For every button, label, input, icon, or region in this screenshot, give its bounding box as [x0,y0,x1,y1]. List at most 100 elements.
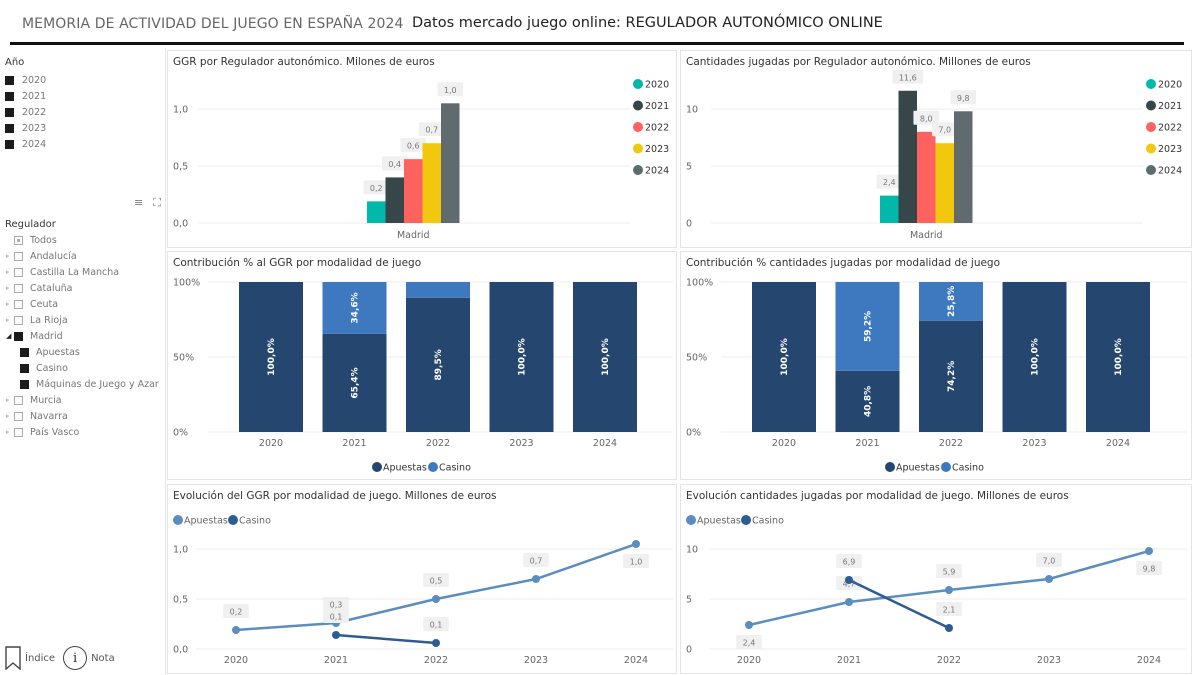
point-apuestas [1045,575,1053,583]
data-label: 2,4 [883,178,896,187]
evol-jugadas-chart[interactable]: Evolución cantidades jugadas por modalid… [680,484,1192,674]
segment-label: 100,0% [1031,338,1041,376]
footer-links: Índice i Nota [5,646,115,670]
data-label-bg [836,554,862,568]
expand-icon[interactable]: ▸ [6,252,10,260]
bar-segment-apuestas [239,282,303,432]
regulator-option-casino[interactable]: Casino [6,360,159,376]
y-tick-label: 0,5 [173,162,188,173]
page-title: Datos mercado juego online: REGULADOR AU… [412,15,883,31]
data-label: 0,1 [430,621,443,630]
regulator-option-navarra[interactable]: ▸ Navarra [6,408,159,424]
expand-icon[interactable]: ▸ [6,396,10,404]
expand-icon[interactable]: ▸ [6,412,10,420]
regulator-slicer-title: Regulador [5,219,56,230]
jugadas-regulador-chart[interactable]: Cantidades jugadas por Regulador autonóm… [680,50,1192,248]
point-apuestas [945,586,953,594]
point-apuestas [845,598,853,606]
x-tick-label: 2020 [259,438,283,449]
bookmark-icon[interactable] [5,646,21,670]
y-tick-label: 1,0 [173,545,188,556]
data-label: 0,6 [407,142,420,151]
filter-icon[interactable]: ≡ [134,196,144,209]
contrib-ggr-chart[interactable]: Contribución % al GGR por modalidad de j… [167,251,677,480]
regulator-option-país-vasco[interactable]: ▸ País Vasco [6,424,159,440]
checkbox-checked-icon [20,379,29,389]
data-label-bg [736,635,762,649]
data-label: 5,9 [943,568,956,577]
x-tick-label: 2022 [937,655,961,666]
y-tick-label: 0,0 [173,645,188,656]
x-tick-label: 2024 [1106,438,1130,449]
expand-icon[interactable]: ▸ [6,428,10,436]
data-label-bg [523,553,549,567]
bar-segment-casino [919,282,983,321]
year-option-2024[interactable]: 2024 [5,136,46,152]
regulator-option-andalucía[interactable]: ▸ Andalucía [6,248,159,264]
data-label: 6,9 [843,558,856,567]
bar-2020 [880,195,899,223]
x-tick-label: 2022 [939,438,963,449]
data-label: 0,7 [530,557,543,566]
bar-2024 [441,103,460,223]
expand-icon[interactable]: ▸ [6,268,10,276]
data-label-bg [1036,553,1062,567]
data-label: 7,0 [1043,557,1056,566]
point-apuestas [532,575,540,583]
bar-segment-apuestas [919,320,983,432]
data-label: 0,4 [388,160,401,169]
data-label-bg [423,617,449,631]
expand-icon[interactable]: ▸ [6,300,10,308]
point-apuestas [745,621,753,629]
regulator-option-apuestas[interactable]: Apuestas [6,344,159,360]
y-tick-label: 0% [173,428,188,439]
point-casino [845,576,853,584]
legend-marker-2021 [633,100,643,111]
data-label-bg [423,573,449,587]
legend-marker-2022 [633,122,643,132]
regulator-option-todos[interactable]: Todos [6,232,159,248]
note-link[interactable]: Nota [91,652,115,664]
y-tick-label: 0 [686,219,692,230]
bar-2022 [404,159,423,223]
regulator-label: Castilla La Mancha [30,266,120,278]
legend-label: Apuestas [896,463,940,474]
year-option-2022[interactable]: 2022 [5,104,46,120]
index-link[interactable]: Índice [25,652,56,664]
checkbox-empty-icon [14,299,23,309]
regulator-option-madrid[interactable]: ◢ Madrid [6,328,159,344]
x-tick-label: 2023 [1037,655,1061,666]
info-icon[interactable]: i [63,646,88,670]
chart-title: Contribución % cantidades jugadas por mo… [686,257,1001,269]
regulator-option-ceuta[interactable]: ▸ Ceuta [6,296,159,312]
expand-icon[interactable]: ▸ [6,316,10,324]
filter-sidebar: Año 2020 2021 2022 2023 2024 ≡ ⛶ Regulad… [0,48,166,675]
year-option-2021[interactable]: 2021 [5,88,46,104]
report-title: MEMORIA DE ACTIVIDAD DEL JUEGO EN ESPAÑA… [22,16,404,32]
legend-label: Casino [239,516,271,527]
legend-label: 2021 [645,101,669,112]
year-option-2023[interactable]: 2023 [5,120,46,136]
checkbox-empty-icon [14,283,23,293]
evol-ggr-chart[interactable]: Evolución del GGR por modalidad de juego… [167,484,677,674]
bar-segment-apuestas [835,370,900,432]
contrib-jugadas-chart[interactable]: Contribución % cantidades jugadas por mo… [680,251,1192,480]
checkbox-empty-icon [14,411,23,421]
x-tick-label: 2021 [342,438,366,449]
expand-icon[interactable]: ▸ [6,284,10,292]
data-label-bg [223,604,249,618]
ggr-regulador-chart[interactable]: GGR por Regulador autonómico. Milones de… [167,50,677,248]
chart-title: Evolución del GGR por modalidad de juego… [173,490,497,502]
regulator-option-la-rioja[interactable]: ▸ La Rioja [6,312,159,328]
regulator-option-cataluña[interactable]: ▸ Cataluña [6,280,159,296]
collapse-icon[interactable]: ◢ [6,332,12,340]
regulator-option-castilla-la-mancha[interactable]: ▸ Castilla La Mancha [6,264,159,280]
regulator-option-máquinas-de-juego-y-azar[interactable]: Máquinas de Juego y Azar [6,376,159,392]
focus-mode-icon[interactable]: ⛶ [153,196,161,209]
bar-segment-casino [835,282,900,371]
regulator-option-murcia[interactable]: ▸ Murcia [6,392,159,408]
y-tick-label: 10 [686,545,698,556]
segment-label: 100,0% [267,338,277,376]
year-option-2020[interactable]: 2020 [5,72,46,88]
segment-label: 100,0% [518,338,528,376]
